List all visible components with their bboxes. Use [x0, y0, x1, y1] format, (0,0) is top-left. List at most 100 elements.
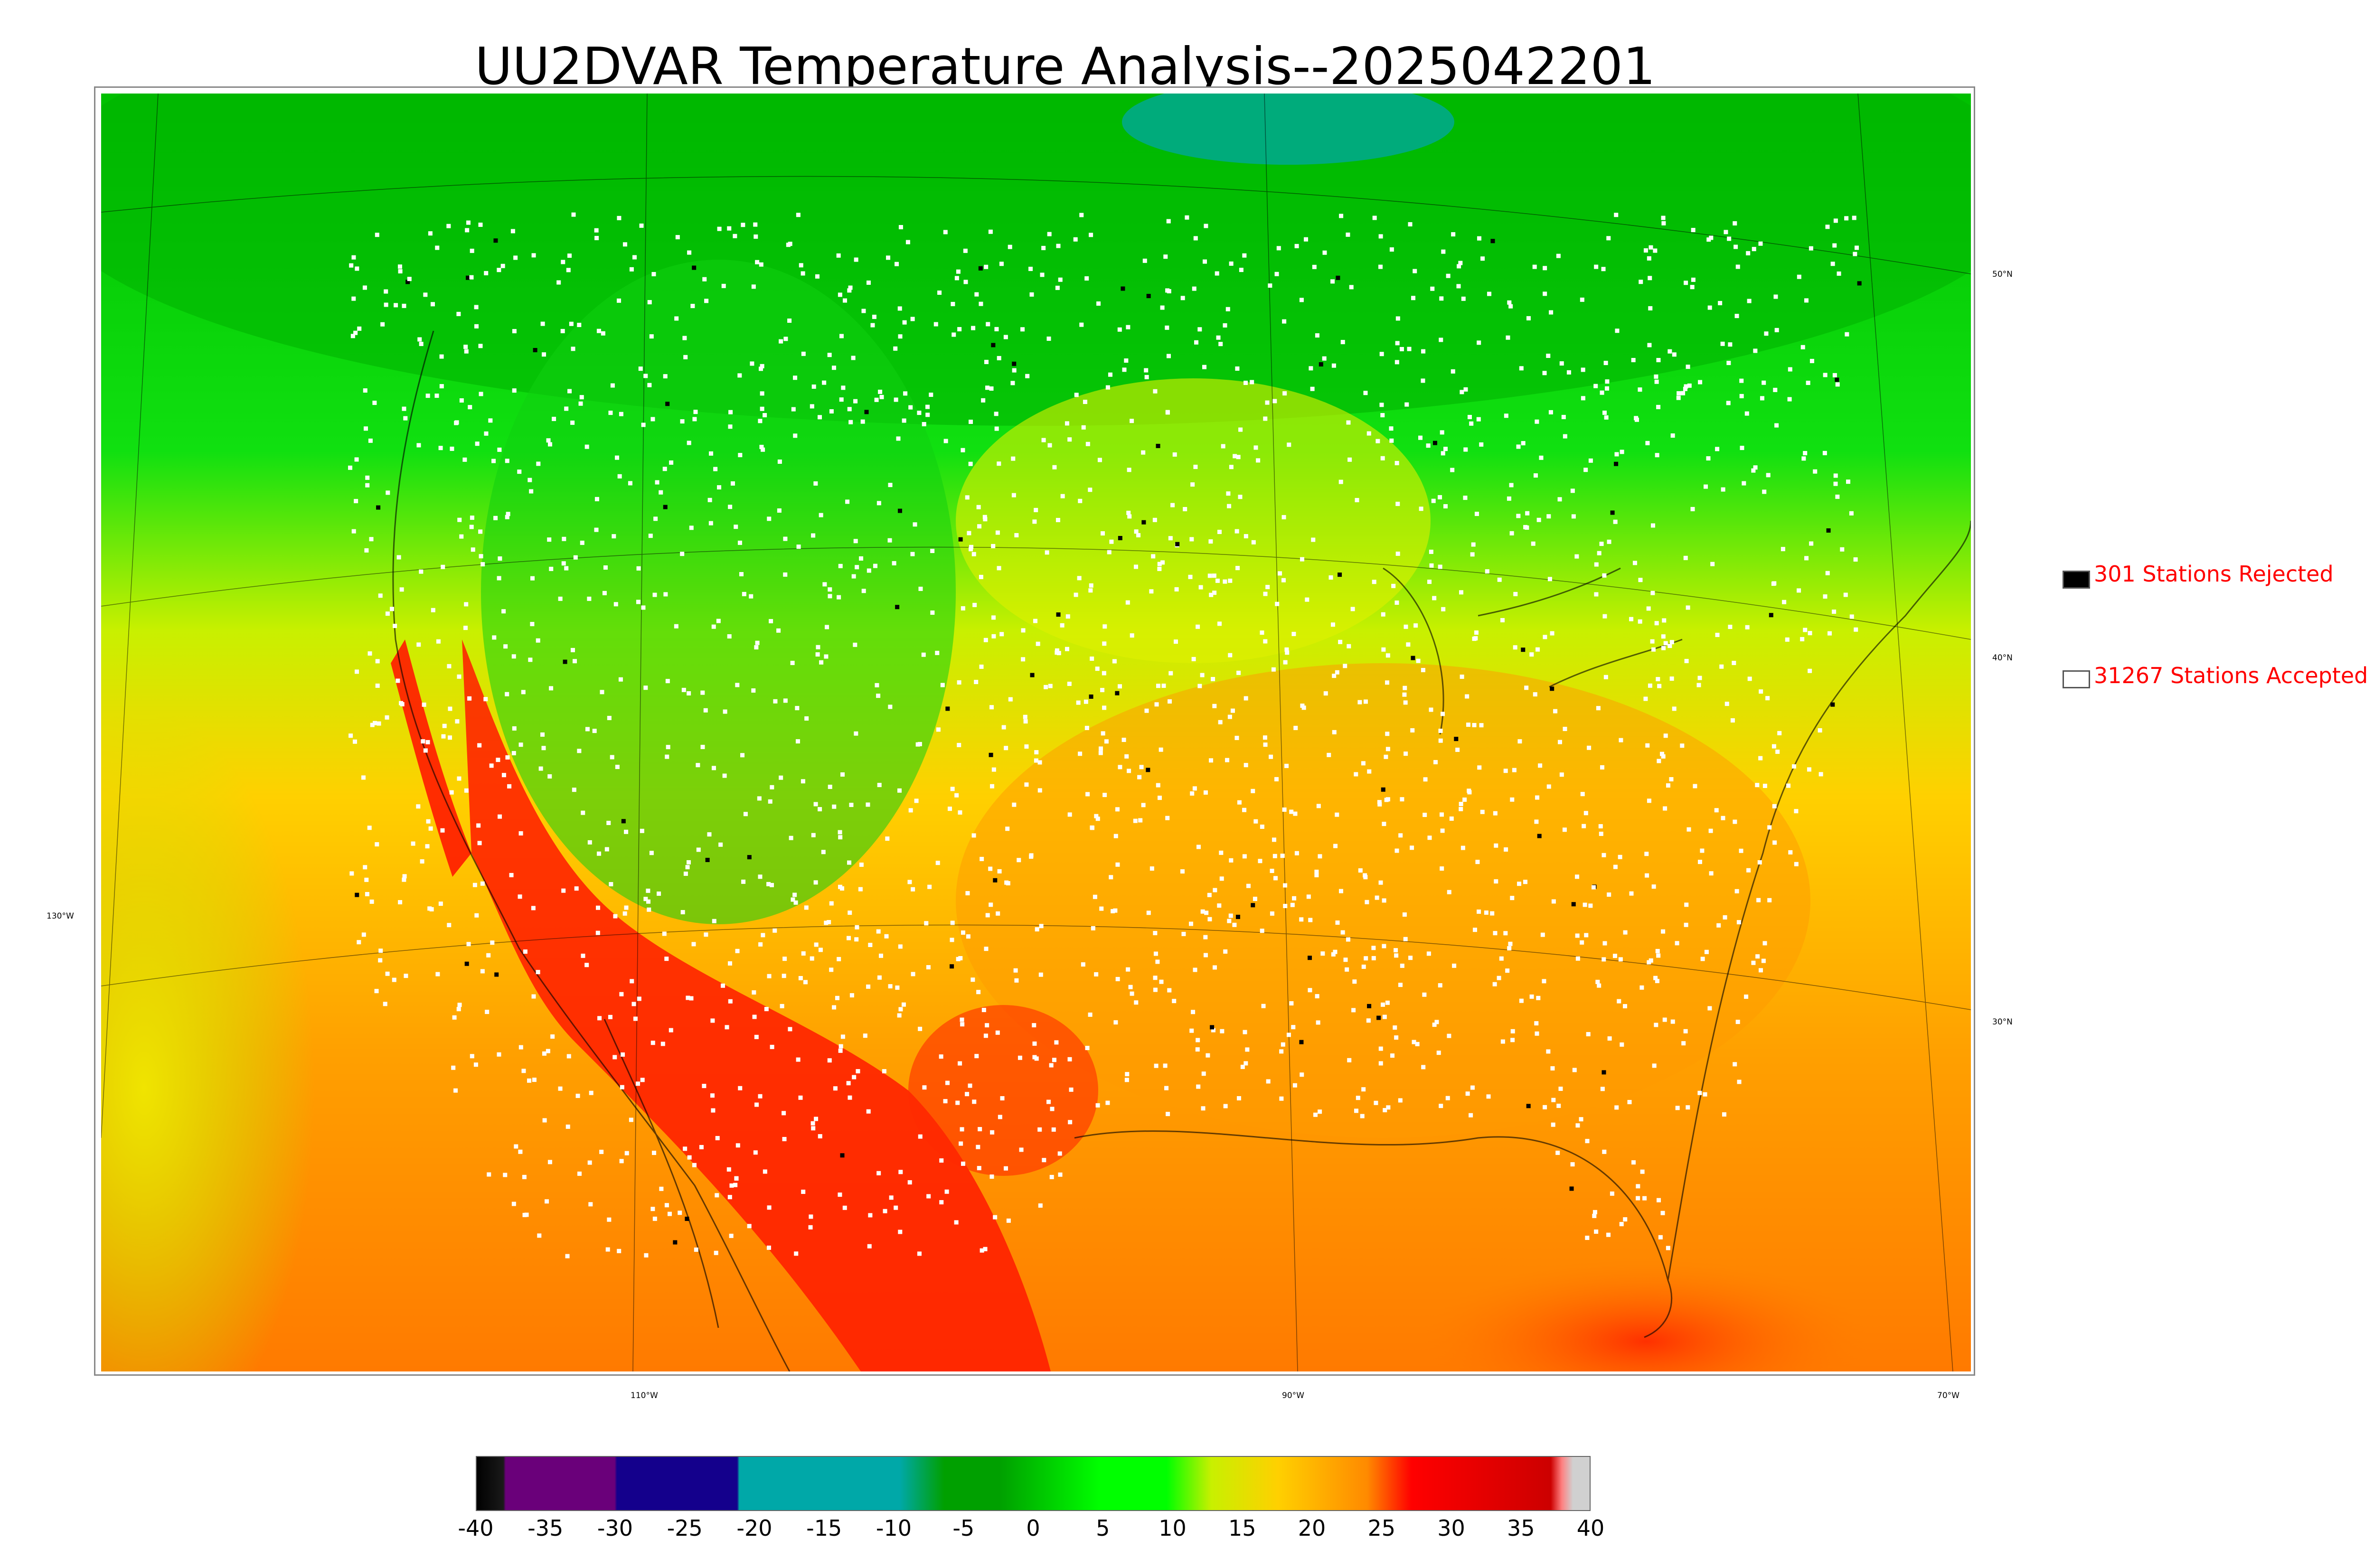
station-marker — [1048, 684, 1053, 688]
station-marker — [1758, 241, 1763, 246]
station-marker — [1596, 706, 1601, 711]
station-marker — [567, 389, 572, 394]
station-marker — [429, 907, 434, 911]
station-marker — [1709, 871, 1714, 876]
station-marker — [859, 556, 864, 561]
station-marker — [1109, 539, 1114, 544]
station-marker — [979, 664, 984, 669]
station-marker — [692, 1163, 697, 1167]
station-marker — [1146, 911, 1151, 915]
station-marker — [613, 914, 618, 919]
station-marker — [787, 318, 792, 323]
station-marker — [1235, 914, 1240, 919]
station-marker — [431, 608, 435, 612]
station-marker — [1756, 898, 1761, 902]
station-marker — [1226, 491, 1231, 496]
station-marker — [1487, 291, 1492, 296]
station-marker — [1180, 296, 1185, 300]
station-marker — [1809, 246, 1813, 251]
station-marker — [439, 354, 444, 359]
station-marker — [1237, 800, 1242, 805]
station-marker — [930, 610, 935, 615]
station-marker — [1021, 628, 1026, 633]
station-marker — [828, 594, 832, 599]
station-marker — [1196, 845, 1201, 849]
station-marker — [501, 773, 506, 778]
station-marker — [990, 784, 995, 789]
station-marker — [1056, 651, 1061, 656]
station-marker — [355, 892, 359, 897]
station-marker — [646, 888, 650, 893]
station-marker — [615, 764, 620, 769]
station-marker — [972, 1099, 977, 1104]
station-marker — [497, 268, 501, 272]
station-marker — [954, 1220, 959, 1225]
station-marker — [1680, 743, 1685, 748]
colorbar-tick-label: -25 — [667, 1515, 703, 1541]
station-marker — [1622, 1004, 1627, 1009]
station-marker — [1517, 882, 1522, 886]
station-marker — [780, 1004, 784, 1008]
station-marker — [767, 974, 772, 978]
station-marker — [751, 284, 756, 289]
station-marker — [1452, 963, 1457, 968]
station-marker — [983, 517, 988, 522]
station-marker — [1733, 244, 1738, 249]
station-marker — [1510, 896, 1515, 901]
station-marker — [1065, 614, 1070, 619]
station-marker — [935, 650, 940, 655]
station-marker — [691, 942, 696, 947]
station-marker — [1272, 837, 1276, 842]
station-marker — [596, 329, 601, 333]
station-marker — [742, 592, 746, 596]
station-marker — [733, 234, 737, 238]
station-marker — [969, 420, 973, 424]
station-marker — [1684, 922, 1688, 927]
station-marker — [1474, 511, 1479, 516]
station-marker — [1289, 809, 1294, 814]
station-marker — [994, 327, 999, 331]
station-marker — [640, 828, 644, 833]
station-marker — [365, 892, 369, 896]
station-marker — [1100, 688, 1105, 693]
station-marker — [685, 1216, 689, 1221]
station-marker — [950, 920, 955, 925]
station-marker — [821, 850, 826, 854]
station-marker — [1399, 347, 1404, 351]
station-marker — [532, 1078, 537, 1082]
station-marker — [1168, 699, 1172, 704]
station-marker — [1432, 1023, 1437, 1027]
station-marker — [1038, 972, 1043, 977]
station-marker — [1830, 262, 1835, 266]
station-marker — [738, 453, 743, 458]
station-marker — [1263, 742, 1268, 747]
station-marker — [751, 688, 756, 693]
station-marker — [1333, 844, 1338, 848]
station-marker — [1223, 323, 1227, 328]
station-marker — [1260, 824, 1264, 829]
station-marker — [1112, 659, 1117, 664]
station-marker — [620, 1085, 624, 1089]
station-marker — [1055, 648, 1059, 653]
station-marker — [926, 1194, 931, 1199]
station-marker — [1153, 987, 1158, 992]
station-marker — [1531, 541, 1536, 546]
station-marker — [1828, 631, 1832, 636]
station-marker — [1715, 632, 1720, 637]
station-marker — [1704, 484, 1708, 489]
station-marker — [1404, 624, 1408, 629]
station-marker — [1356, 1096, 1360, 1100]
station-marker — [1602, 941, 1607, 946]
station-marker — [1105, 1100, 1110, 1105]
station-marker — [1808, 668, 1812, 673]
station-marker — [1472, 637, 1477, 641]
station-marker — [848, 285, 853, 290]
station-marker — [587, 1160, 592, 1165]
station-marker — [1153, 976, 1158, 980]
station-marker — [1684, 658, 1689, 663]
station-marker — [1382, 898, 1386, 903]
station-marker — [782, 974, 786, 978]
station-marker — [1587, 745, 1592, 750]
temperature-map — [94, 86, 1975, 1376]
station-marker — [1049, 1174, 1054, 1179]
